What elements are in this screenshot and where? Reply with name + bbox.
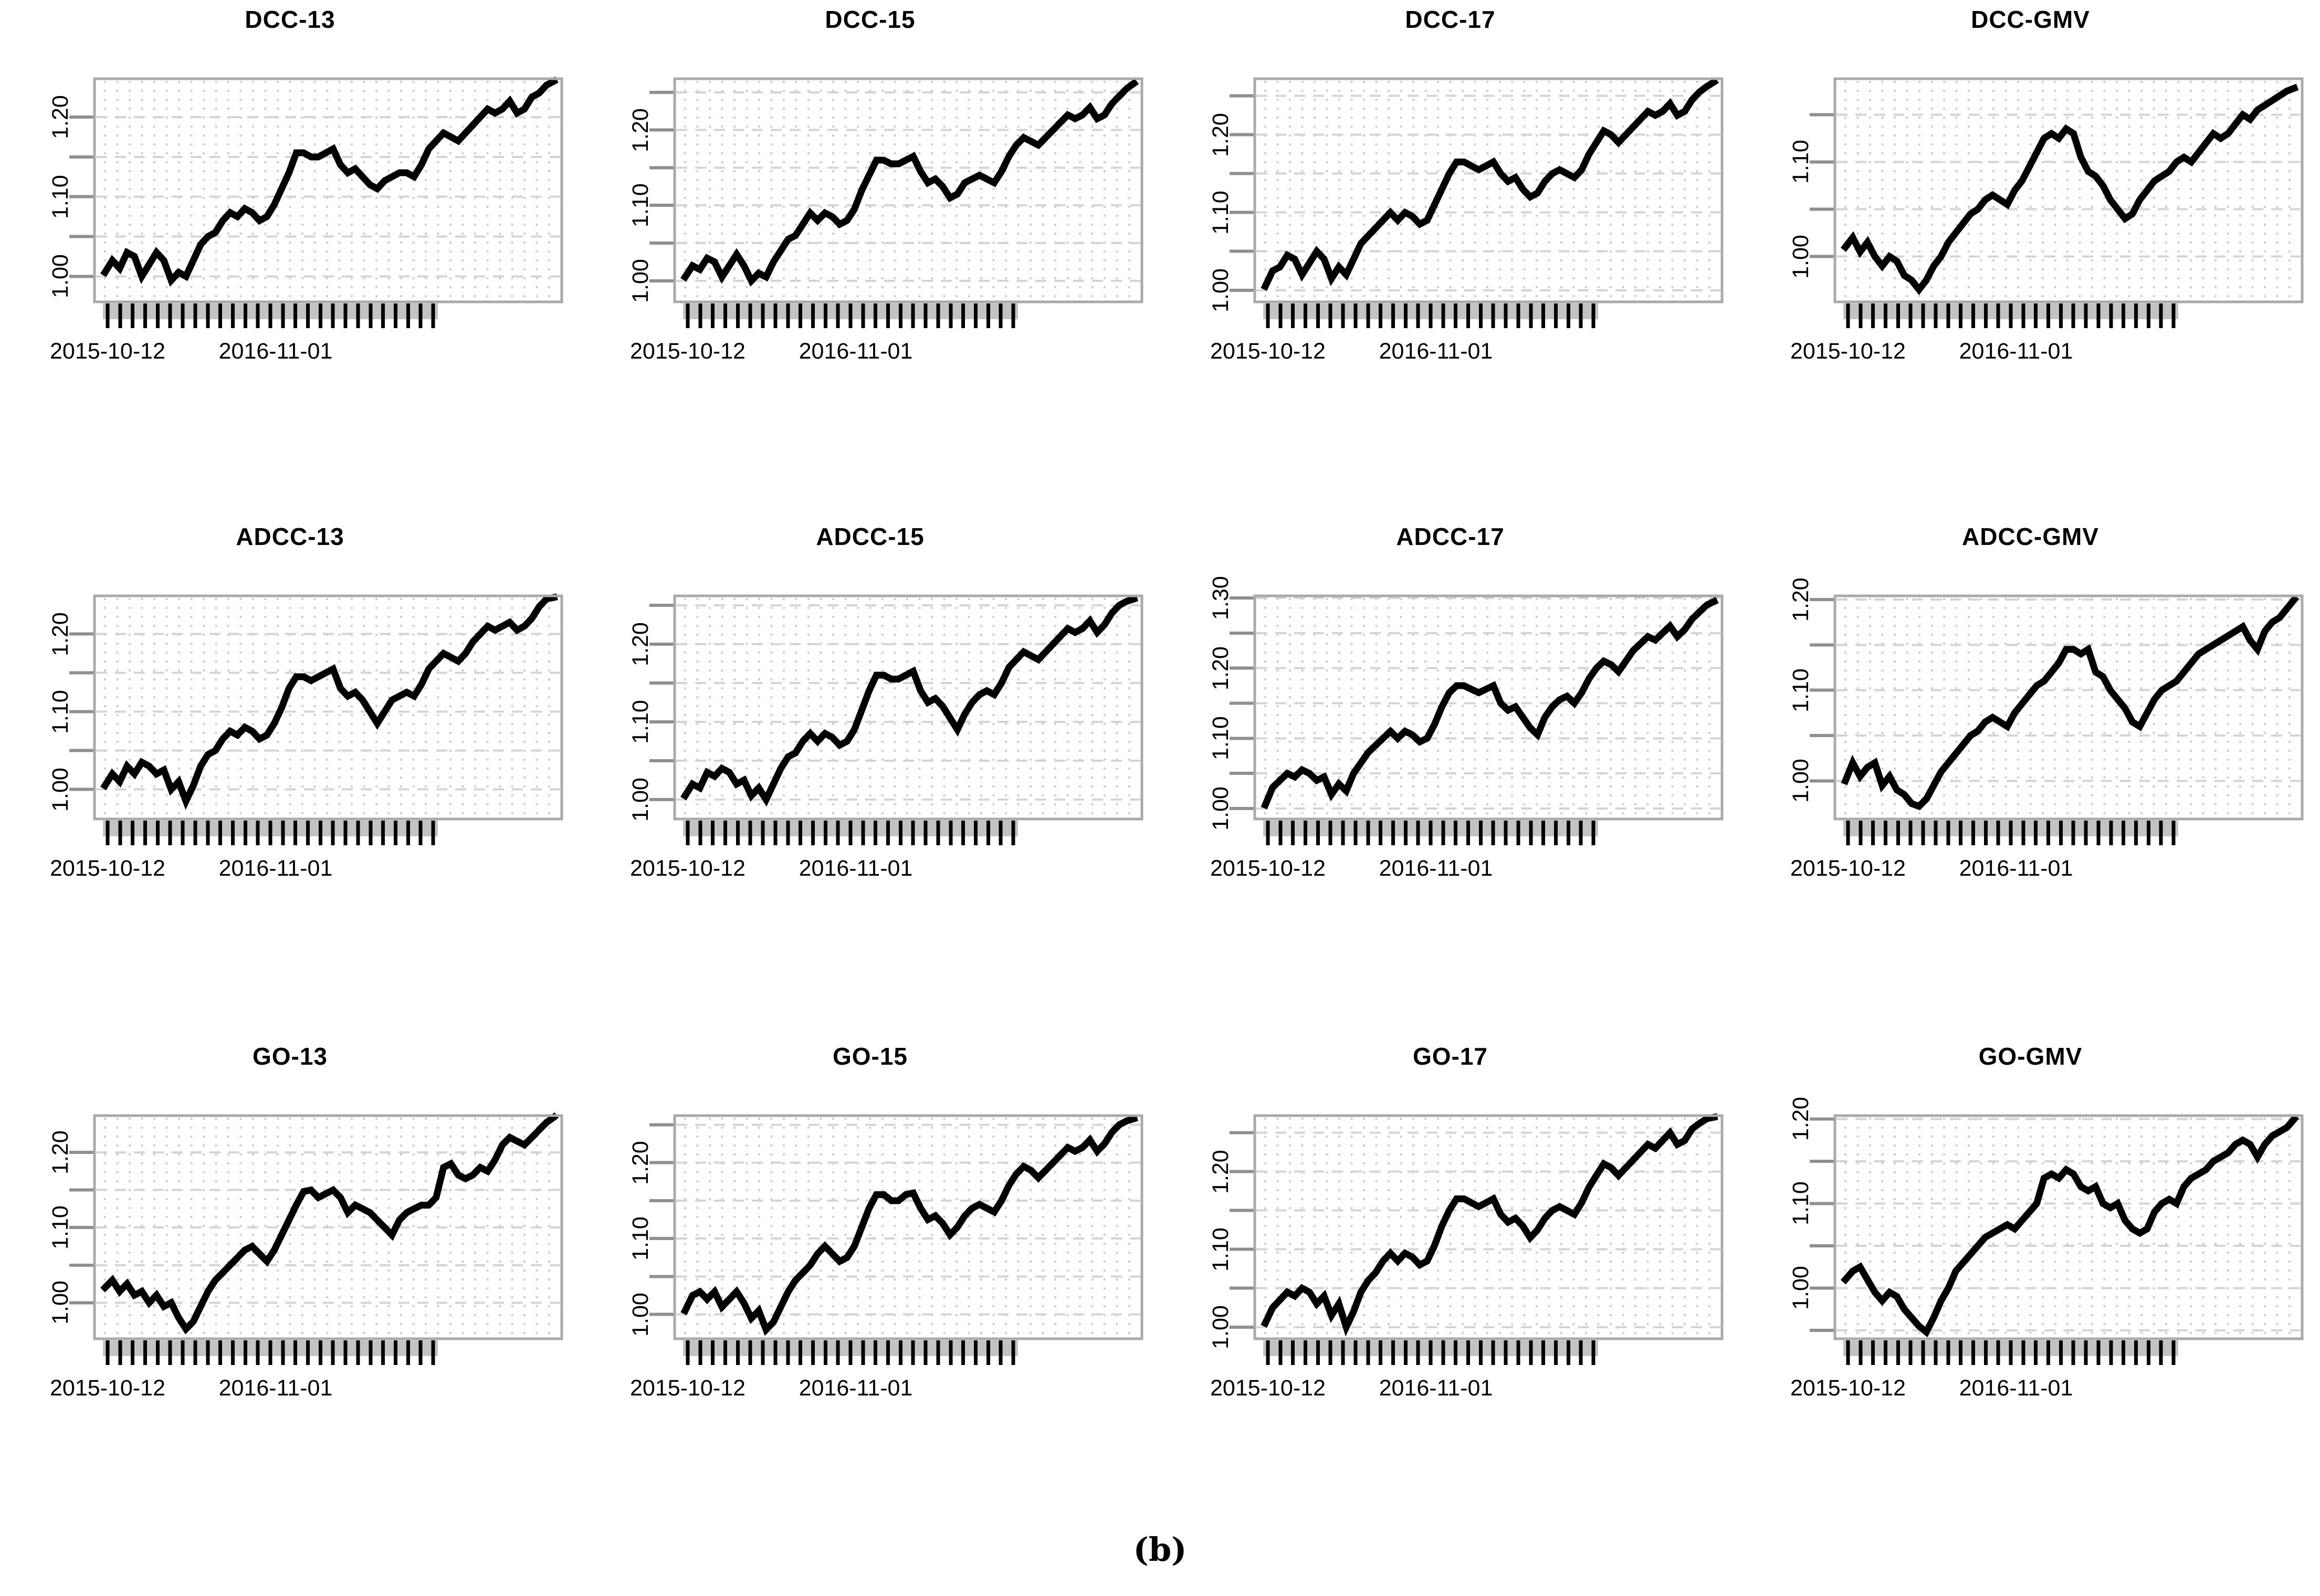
plot-canvas — [1810, 594, 2304, 845]
x-tick-label: 2015-10-12 — [1210, 339, 1326, 364]
chart-title: GO-GMV — [1978, 1043, 2083, 1070]
chart-cell-GO-GMV: GO-GMV 1.00 1.10 1.20 2015-10-12 2016-11-01 — [1740, 1037, 2320, 1554]
y-tick-label: 1.20 — [627, 622, 653, 666]
chart-cell-GO-13: GO-13 1.00 1.10 1.20 2015-10-12 2016-11-01 — [0, 1037, 580, 1554]
x-tick-label: 2015-10-12 — [50, 1376, 165, 1401]
chart-cell-GO-15: GO-15 1.00 1.10 1.20 2015-10-12 2016-11-01 — [580, 1037, 1160, 1554]
chart-title: DCC-13 — [245, 6, 335, 33]
x-tick-label: 2016-11-01 — [1959, 856, 2073, 881]
x-tick-label: 2016-11-01 — [799, 339, 913, 364]
y-tick-label: 1.30 — [1208, 576, 1233, 620]
chart-title: GO-17 — [1412, 1043, 1488, 1070]
x-tick-label: 2016-11-01 — [1379, 339, 1493, 364]
x-tick-label: 2016-11-01 — [1959, 339, 2073, 364]
x-tick-label: 2015-10-12 — [1210, 1376, 1326, 1401]
y-tick-label: 1.20 — [1788, 578, 1813, 622]
x-tick-label: 2015-10-12 — [1790, 1376, 1906, 1401]
y-tick-label: 1.20 — [47, 612, 73, 656]
chart-title: GO-13 — [252, 1043, 328, 1070]
plot-canvas — [649, 594, 1143, 845]
y-tick-label: 1.20 — [1208, 1149, 1233, 1194]
chart-cell-DCC-GMV: DCC-GMV 1.00 1.10 2015-10-12 2016-11-01 — [1740, 0, 2320, 517]
plot-canvas — [1810, 77, 2304, 328]
chart-title: DCC-17 — [1405, 6, 1496, 33]
y-tick-label: 1.20 — [627, 108, 653, 152]
x-tick-label: 2015-10-12 — [50, 339, 165, 364]
chart-cell-DCC-17: DCC-17 1.00 1.10 1.20 2015-10-12 2016-11-01 — [1160, 0, 1740, 517]
x-tick-label: 2015-10-12 — [1210, 856, 1326, 881]
plot-canvas — [69, 1112, 563, 1365]
chart-cell-ADCC-17: ADCC-17 1.00 1.10 1.20 1.30 2015-10-12 2016-1… — [1160, 517, 1740, 1034]
chart-title: ADCC-15 — [816, 523, 925, 550]
y-tick-label: 1.20 — [1788, 1097, 1813, 1141]
chart-title: DCC-15 — [825, 6, 916, 33]
chart-title: DCC-GMV — [1971, 6, 2090, 33]
plot-canvas — [1230, 1113, 1724, 1365]
x-tick-label: 2015-10-12 — [630, 856, 746, 881]
x-tick-label: 2016-11-01 — [218, 1376, 333, 1401]
plot-canvas — [649, 77, 1143, 328]
figure-caption: (b) — [1133, 1530, 1187, 1569]
x-tick-label: 2016-11-01 — [1379, 1376, 1493, 1401]
chart-cell-ADCC-15: ADCC-15 1.00 1.10 1.20 2015-10-12 2016-11-01 — [580, 517, 1160, 1034]
x-tick-label: 2015-10-12 — [630, 339, 746, 364]
x-tick-label: 2016-11-01 — [799, 856, 913, 881]
chart-cell-GO-17: GO-17 1.00 1.10 1.20 2015-10-12 2016-11-01 — [1160, 1037, 1740, 1554]
x-tick-label: 2016-11-01 — [799, 1376, 913, 1401]
y-tick-label: 1.20 — [1208, 112, 1233, 157]
plot-canvas — [649, 1114, 1143, 1365]
x-tick-label: 2015-10-12 — [50, 856, 165, 881]
chart-cell-DCC-13: DCC-13 1.00 1.10 1.20 2015-10-12 2016-11-01 — [0, 0, 580, 517]
x-tick-label: 2015-10-12 — [1790, 339, 1906, 364]
chart-title: ADCC-GMV — [1962, 523, 2099, 550]
x-tick-label: 2016-11-01 — [218, 856, 333, 881]
x-tick-label: 2015-10-12 — [1790, 856, 1906, 881]
chart-title: ADCC-13 — [236, 523, 344, 550]
chart-title: GO-15 — [832, 1043, 908, 1070]
chart-title: ADCC-17 — [1396, 523, 1505, 550]
plot-canvas — [1230, 594, 1724, 845]
y-tick-label: 1.20 — [47, 95, 73, 139]
chart-cell-ADCC-13: ADCC-13 1.00 1.10 1.20 2015-10-12 2016-11-01 — [0, 517, 580, 1034]
x-tick-label: 2016-11-01 — [1959, 1376, 2073, 1401]
chart-cell-ADCC-GMV: ADCC-GMV 1.00 1.10 1.20 2015-10-12 2016-11-0… — [1740, 517, 2320, 1034]
plot-canvas — [1230, 77, 1724, 328]
plot-canvas — [1810, 1114, 2304, 1365]
x-tick-label: 2016-11-01 — [1379, 856, 1493, 881]
chart-cell-DCC-15: DCC-15 1.00 1.10 1.20 2015-10-12 2016-11-01 — [580, 0, 1160, 517]
y-tick-label: 1.10 — [1788, 140, 1813, 184]
y-tick-label: 1.20 — [627, 1140, 653, 1185]
x-tick-label: 2015-10-12 — [630, 1376, 746, 1401]
y-tick-label: 1.00 — [1788, 759, 1813, 803]
plot-canvas — [69, 593, 563, 845]
y-tick-label: 1.00 — [1788, 234, 1813, 279]
plot-canvas — [69, 76, 563, 328]
y-tick-label: 1.10 — [1788, 668, 1813, 712]
y-tick-label: 1.20 — [47, 1130, 73, 1174]
x-tick-label: 2016-11-01 — [218, 339, 333, 364]
